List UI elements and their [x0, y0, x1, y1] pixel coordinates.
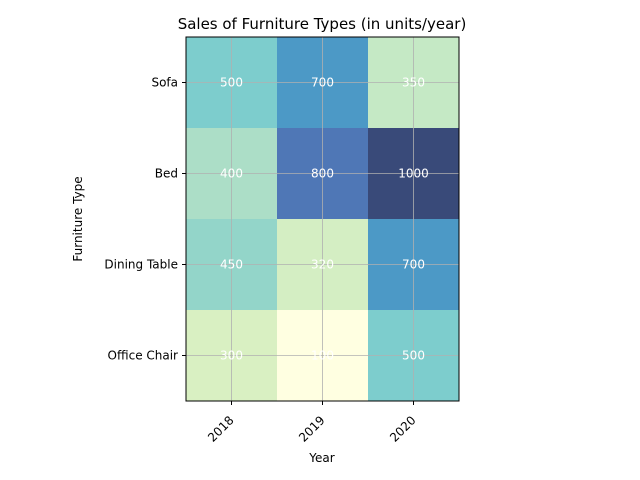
x-axis-label: Year [308, 451, 334, 465]
cell-value-label: 800 [311, 167, 334, 181]
y-tick-label: Dining Table [104, 258, 178, 272]
cell-labels: 500 700 350 400 800 1000 450 320 700 300 100 500 [220, 76, 429, 363]
chart-title: Sales of Furniture Types (in units/year) [178, 15, 467, 33]
cell-value-label: 700 [402, 258, 425, 272]
cell-value-label: 320 [311, 258, 334, 272]
cell-value-label: 450 [220, 258, 243, 272]
cell-value-label: 700 [311, 76, 334, 90]
y-tick-label: Office Chair [108, 349, 179, 363]
cell-value-label: 300 [220, 349, 243, 363]
y-tick-label: Bed [155, 167, 178, 181]
y-tick-label: Sofa [151, 76, 178, 90]
cell-value-label: 100 [311, 349, 334, 363]
y-axis-ticks: Sofa Bed Dining Table Office Chair [104, 76, 186, 363]
cell-value-label: 500 [402, 349, 425, 363]
x-tick-label: 2020 [387, 413, 418, 444]
grid-lines [186, 37, 459, 401]
cell-value-label: 350 [402, 76, 425, 90]
x-axis-ticks: 2018 2019 2020 [205, 401, 419, 445]
cell-value-label: 1000 [398, 167, 429, 181]
cell-value-label: 500 [220, 76, 243, 90]
cell-value-label: 400 [220, 167, 243, 181]
x-tick-label: 2019 [296, 413, 327, 444]
y-axis-label: Furniture Type [71, 176, 85, 261]
x-tick-label: 2018 [205, 413, 236, 444]
